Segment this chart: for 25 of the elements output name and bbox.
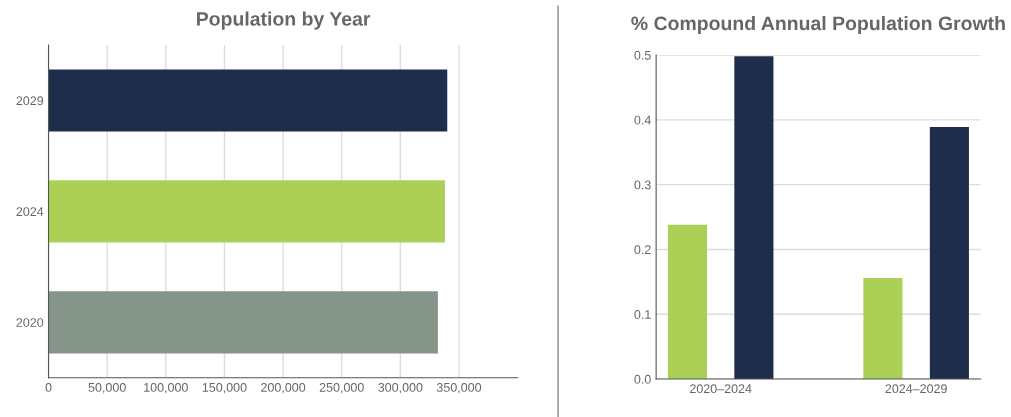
y-tick-label: 0.5: [634, 50, 651, 60]
x-tick-label: 2024–2029: [885, 384, 947, 394]
x-tick-label: 50,000: [88, 382, 126, 394]
bar: [734, 56, 774, 380]
y-tick-label: 2029: [16, 96, 44, 106]
bar: [667, 224, 707, 380]
y-tick-label: 0.4: [634, 115, 651, 125]
y-tick-label: 0.1: [634, 310, 651, 319]
x-tick-label: 0: [45, 382, 52, 392]
x-tick-label: 100,000: [144, 382, 188, 394]
chart-title: % Compound Annual Population Growth: [631, 15, 1005, 35]
y-tick-label: 2024: [16, 207, 44, 217]
y-tick-label: 0.0: [634, 374, 651, 384]
x-tick-label: 150,000: [202, 382, 247, 394]
x-tick-label: 200,000: [261, 382, 306, 394]
x-tick-label: 2020–2024: [690, 384, 752, 394]
chart-title: Population by Year: [197, 11, 371, 30]
y-tick-label: 2020: [16, 318, 44, 327]
x-tick-label: 300,000: [378, 382, 423, 394]
x-tick-label: 250,000: [319, 382, 364, 394]
bar: [863, 277, 903, 380]
y-tick-label: 0.3: [634, 180, 651, 190]
y-tick-label: 0.2: [634, 245, 651, 255]
x-tick-label: 350,000: [436, 382, 482, 394]
bar: [929, 126, 969, 380]
